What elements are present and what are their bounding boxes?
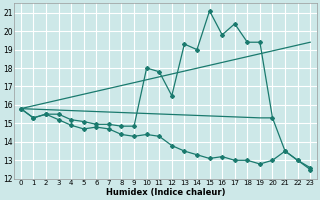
X-axis label: Humidex (Indice chaleur): Humidex (Indice chaleur) — [106, 188, 225, 197]
